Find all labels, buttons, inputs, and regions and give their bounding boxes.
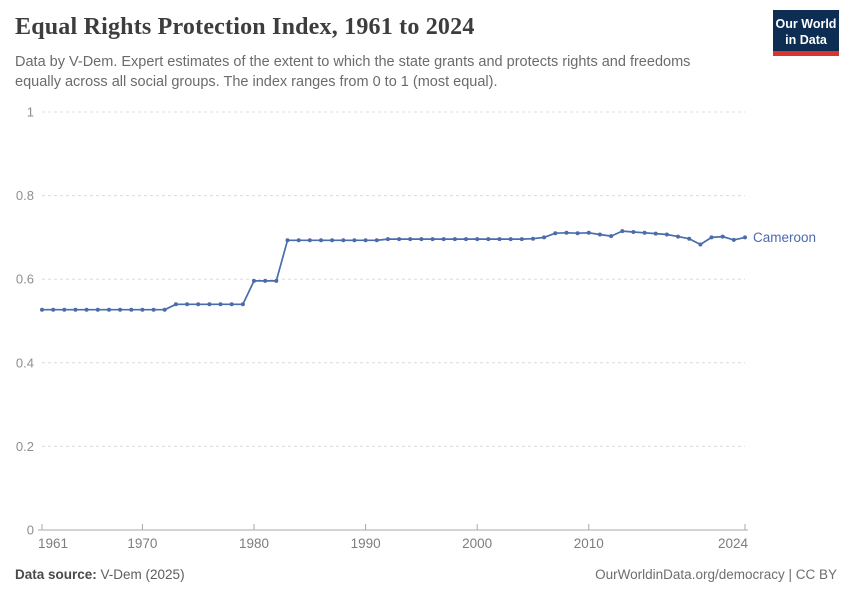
data-point — [84, 307, 89, 312]
data-point — [162, 307, 167, 312]
data-point — [464, 237, 468, 242]
data-point — [642, 230, 647, 235]
x-axis-tick-label: 1980 — [239, 536, 269, 551]
data-point — [676, 234, 680, 239]
data-point — [207, 302, 212, 307]
data-point — [687, 236, 692, 241]
data-point — [307, 238, 312, 243]
x-axis-tick-label: 1990 — [351, 536, 381, 551]
data-point — [95, 307, 100, 312]
data-source-label: Data source: — [15, 567, 97, 582]
chart-footer: Data source: V-Dem (2025) OurWorldinData… — [15, 567, 837, 582]
data-point — [173, 302, 178, 307]
data-line — [41, 230, 746, 311]
data-point — [486, 237, 491, 242]
x-axis-tick-label: 1970 — [127, 536, 157, 551]
x-axis-tick-label: 1961 — [38, 536, 68, 551]
data-point — [531, 236, 535, 241]
data-point — [285, 238, 290, 243]
data-point — [620, 229, 625, 234]
data-point — [118, 307, 123, 312]
data-point — [240, 302, 245, 307]
data-point — [40, 307, 44, 312]
data-point — [341, 238, 346, 243]
data-point — [385, 237, 390, 242]
data-point — [62, 307, 67, 312]
data-point — [698, 242, 703, 247]
x-axis-tick-label: 2010 — [574, 536, 604, 551]
data-point — [664, 232, 669, 237]
license-credit[interactable]: OurWorldinData.org/democracy | CC BY — [595, 567, 837, 582]
data-point — [564, 230, 569, 235]
data-source-note: Data source: V-Dem (2025) — [15, 567, 185, 582]
data-point — [430, 237, 435, 242]
data-point — [229, 302, 234, 307]
data-point — [218, 302, 223, 307]
data-point — [709, 235, 714, 240]
y-axis-tick-label: 0.8 — [16, 188, 34, 203]
chart-title: Equal Rights Protection Index, 1961 to 2… — [15, 14, 475, 40]
data-point — [519, 237, 524, 242]
data-point — [274, 278, 279, 283]
data-point — [51, 307, 56, 312]
data-point — [597, 232, 602, 237]
data-point — [731, 237, 736, 242]
data-point — [408, 237, 413, 242]
owid-logo-line1: Our World — [775, 17, 837, 31]
data-point — [363, 238, 368, 243]
y-axis-tick-label: 1 — [27, 105, 34, 120]
data-point — [73, 307, 78, 312]
data-point — [263, 278, 268, 283]
data-point — [374, 238, 379, 243]
data-point — [720, 234, 725, 239]
data-point — [553, 231, 558, 236]
x-axis-tick-label: 2000 — [462, 536, 492, 551]
y-axis-tick-label: 0.2 — [16, 439, 34, 454]
line-chart-svg[interactable]: 0 0.2 0.4 0.6 0.8 1 1961 1970 1980 1990 2000 2010 20… — [0, 95, 850, 565]
chart-subtitle-line2: equally across all social groups. The in… — [15, 74, 498, 90]
data-point — [653, 231, 658, 236]
data-point — [419, 237, 424, 242]
x-axis-tick-label: 2024 — [718, 536, 749, 551]
chart-subtitle: Data by V-Dem. Expert estimates of the e… — [15, 52, 755, 92]
data-point — [497, 237, 502, 242]
data-point — [631, 230, 636, 234]
data-source-value: V-Dem (2025) — [96, 567, 185, 582]
series-label: Cameroon — [753, 230, 816, 245]
data-point — [151, 307, 156, 312]
chart-subtitle-line1: Data by V-Dem. Expert estimates of the e… — [15, 54, 691, 70]
data-point — [252, 278, 256, 283]
data-point — [743, 235, 747, 240]
data-point — [441, 237, 446, 242]
y-axis-tick-label: 0.6 — [16, 272, 34, 287]
data-point — [508, 237, 513, 242]
data-point — [296, 238, 301, 243]
y-axis-tick-label: 0 — [27, 523, 34, 538]
data-point — [586, 230, 591, 235]
data-point — [107, 307, 111, 312]
data-point — [475, 237, 480, 242]
data-point — [575, 231, 580, 236]
data-point — [330, 238, 335, 243]
data-point — [609, 234, 614, 239]
data-point — [129, 307, 134, 312]
data-point — [397, 237, 402, 242]
y-axis-tick-label: 0.4 — [16, 355, 34, 370]
data-point — [196, 302, 201, 307]
data-point — [452, 237, 457, 242]
data-point — [352, 238, 357, 243]
data-point — [140, 307, 145, 312]
owid-logo-line2: in Data — [785, 33, 827, 47]
data-point — [319, 238, 323, 243]
owid-logo[interactable]: Our World in Data — [773, 10, 839, 56]
data-point — [542, 235, 547, 240]
data-point — [185, 302, 190, 307]
